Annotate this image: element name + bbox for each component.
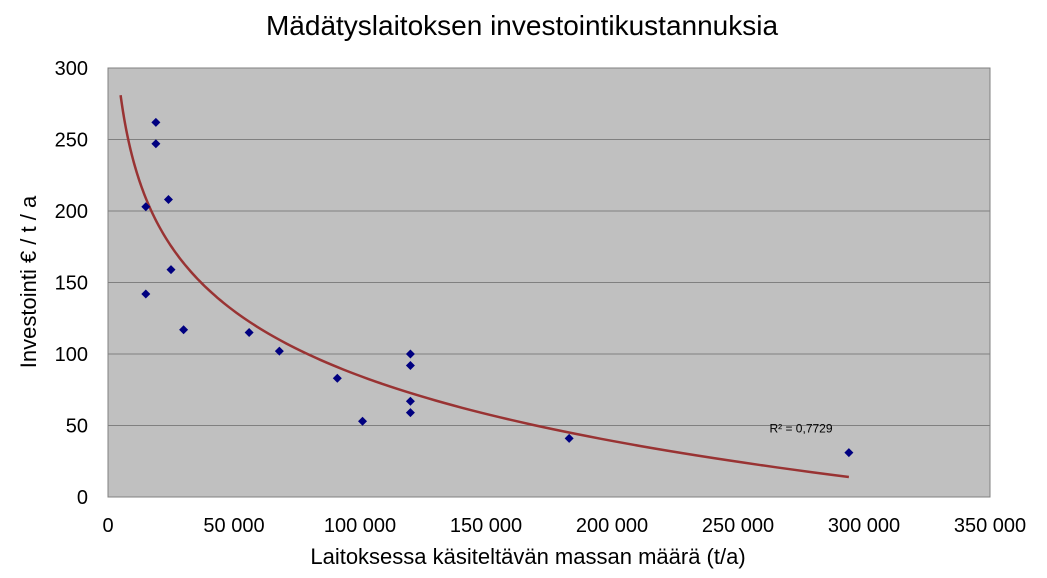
y-tick-label: 150: [55, 273, 88, 295]
x-tick-label: 200 000: [576, 515, 648, 537]
x-tick-label: 150 000: [450, 515, 522, 537]
data-point: [141, 202, 151, 212]
y-tick-label: 100: [55, 344, 88, 366]
data-point: [332, 373, 342, 383]
y-axis-title: Investointi € / t / a: [16, 195, 41, 368]
x-axis-title: Laitoksessa käsiteltävän massan määrä (t…: [310, 544, 745, 569]
trendline: [119, 95, 850, 479]
data-point: [274, 346, 284, 356]
y-tick-label: 0: [77, 487, 88, 509]
x-tick-label: 0: [102, 515, 113, 537]
data-point: [141, 289, 151, 299]
data-point: [163, 195, 173, 205]
y-tick-label: 300: [55, 58, 88, 80]
data-point: [166, 265, 176, 275]
data-point: [358, 416, 368, 426]
data-point: [405, 360, 415, 370]
data-point: [844, 448, 854, 458]
x-tick-label: 50 000: [203, 515, 264, 537]
x-tick-label: 250 000: [702, 515, 774, 537]
x-tick-label: 100 000: [324, 515, 396, 537]
y-tick-labels: 0 50 100 150 200 250 300: [55, 58, 88, 509]
data-point: [564, 433, 574, 443]
grid-lines: [108, 139, 990, 426]
chart-title: Mädätyslaitoksen investointikustannuksia: [266, 10, 778, 41]
data-points: [141, 117, 854, 458]
data-point: [405, 349, 415, 359]
y-tick-label: 250: [55, 130, 88, 152]
r-squared-label: R² = 0,7729: [769, 422, 832, 436]
annotations: R² = 0,7729: [769, 422, 832, 436]
data-point: [179, 325, 189, 335]
y-tick-label: 200: [55, 201, 88, 223]
data-point: [244, 328, 254, 338]
y-tick-label: 50: [66, 416, 88, 438]
data-point: [151, 117, 161, 127]
data-point: [405, 396, 415, 406]
x-tick-labels: 0 50 000 100 000 150 000 200 000 250 000 300 0…: [102, 515, 1026, 537]
data-point: [405, 408, 415, 418]
x-tick-label: 350 000: [954, 515, 1026, 537]
data-point: [151, 139, 161, 149]
x-tick-label: 300 000: [828, 515, 900, 537]
